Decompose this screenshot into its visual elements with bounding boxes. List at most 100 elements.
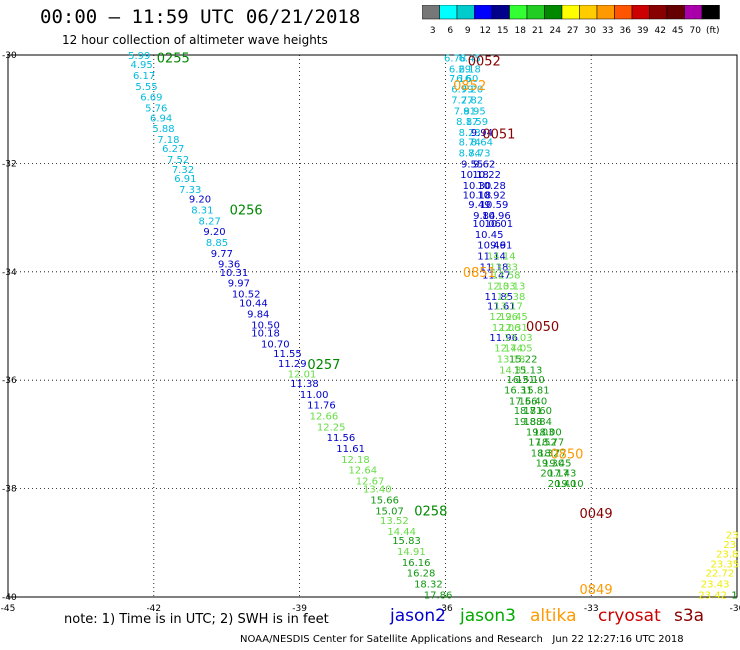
- wave-height-label: 10.06: [472, 219, 501, 230]
- wave-height-label: 9.20: [203, 227, 225, 238]
- wave-height-label: 16.31: [504, 385, 533, 396]
- wave-height-label: 9.55: [461, 159, 483, 170]
- footer-credit: NOAA/NESDIS Center for Satellite Applica…: [240, 634, 543, 645]
- wave-height-label: 10.31: [220, 268, 249, 279]
- wave-height-label: 10.70: [261, 339, 290, 350]
- wave-height-label: 6.99: [451, 85, 473, 96]
- pass-label: 0052: [468, 54, 501, 69]
- wave-height-label: 8.64: [471, 138, 493, 149]
- wave-height-label: 11.47: [482, 271, 511, 282]
- wave-height-label: 8.31: [191, 205, 213, 216]
- scale-label: 39: [637, 26, 649, 36]
- pass-label: 0849: [580, 583, 613, 598]
- wave-height-label: 14.91: [397, 547, 426, 558]
- scale-swatch: [701, 5, 720, 20]
- wave-height-label: 18.77: [538, 448, 567, 459]
- pass-label: 0851: [463, 266, 496, 281]
- wave-height-label: 11.85: [485, 292, 514, 303]
- x-tick-label: -42: [146, 604, 161, 614]
- color-scale: 3 6 9 12 15 18 21 24 27 30 33 36 39 42 45 70 (ft): [422, 5, 720, 36]
- wave-height-label: 8.27: [199, 216, 221, 227]
- wave-height-label: 16.31: [506, 375, 535, 386]
- page-subtitle: 12 hour collection of altimeter wave hei…: [62, 33, 328, 47]
- wave-height-label: 22.72: [706, 569, 735, 580]
- wave-height-label: 7.16: [449, 74, 471, 85]
- wave-height-label: 23.43: [701, 579, 730, 590]
- wave-height-label: 14.14: [487, 252, 516, 263]
- wave-height-label: 17.52: [528, 437, 557, 448]
- wave-height-label: 10.44: [239, 299, 268, 310]
- scale-label: 36: [620, 26, 632, 36]
- wave-height-label: 7.33: [179, 185, 201, 196]
- wave-height-label: 11.61: [487, 301, 516, 312]
- scale-label: (ft): [706, 26, 720, 36]
- wave-height-label: 6.94: [150, 113, 172, 124]
- wave-height-label: 5.76: [145, 104, 167, 115]
- wave-height-label: 1: [731, 590, 737, 601]
- wave-height-label: 12.06: [492, 323, 521, 334]
- wave-height-label: 20.40: [548, 479, 577, 490]
- scale-label: 21: [532, 26, 543, 36]
- wave-height-label: 10.59: [480, 200, 509, 211]
- wave-height-label: 16.16: [402, 558, 431, 569]
- wave-height-label: 18.84: [523, 417, 552, 428]
- legend-jason2: jason2: [390, 606, 446, 626]
- wave-height-label: 4.95: [131, 60, 153, 71]
- y-tick-label: -30: [2, 51, 17, 61]
- y-tick-label: -32: [2, 159, 17, 169]
- scale-label: 33: [602, 26, 613, 36]
- wave-height-label: 23: [726, 531, 739, 542]
- scale-label: 12: [480, 26, 491, 36]
- wave-height-label: 11.14: [477, 252, 506, 263]
- pass-label: 0258: [414, 504, 447, 519]
- wave-height-label: 9.36: [218, 260, 240, 271]
- scale-label: 3: [430, 26, 436, 36]
- wave-height-label: 9.97: [228, 279, 250, 290]
- wave-height-label: 11.00: [300, 390, 329, 401]
- wave-height-label: 5.55: [135, 82, 157, 93]
- wave-height-label: 8.74: [459, 149, 481, 160]
- wave-height-label: 8.85: [206, 238, 228, 249]
- wave-height-label: 10.92: [477, 190, 506, 201]
- wave-height-label: 8.17: [456, 117, 478, 128]
- wave-height-label: 6.78: [444, 54, 466, 65]
- wave-height-label: 17.43: [548, 468, 577, 479]
- wave-height-label: 11.96: [489, 333, 518, 344]
- wave-height-label: 23: [723, 540, 736, 551]
- wave-height-label: 6.60: [456, 74, 478, 85]
- x-tick-label: -30: [730, 604, 740, 614]
- wave-height-label: 10.50: [251, 320, 280, 331]
- scale-label: 15: [497, 26, 508, 36]
- wave-height-label: 9.49: [468, 200, 490, 211]
- scale-label: 45: [672, 26, 683, 36]
- wave-height-label: 18.32: [531, 448, 560, 459]
- wave-height-label: 15.81: [521, 385, 550, 396]
- wave-height-label: 11.29: [278, 359, 307, 370]
- wave-height-label: 6.91: [174, 174, 196, 185]
- wave-height-label: 12.74: [494, 344, 523, 355]
- pass-label: 0257: [307, 358, 340, 373]
- wave-height-label: 8.95: [463, 106, 485, 117]
- legend-cryosat: cryosat: [598, 606, 661, 626]
- wave-height-label: 18.71: [514, 406, 543, 417]
- wave-height-label: 13.40: [363, 485, 392, 496]
- wave-height-label: 19.10: [555, 479, 584, 490]
- wave-height-label: 7.27: [451, 95, 473, 106]
- wave-height-label: 10.18: [460, 170, 489, 181]
- y-tick-label: -40: [2, 593, 17, 603]
- wave-height-label: 15.66: [370, 495, 399, 506]
- wave-height-label: 18.00: [533, 428, 562, 439]
- wave-height-label: 10.22: [472, 170, 501, 181]
- scale-label: 42: [655, 26, 666, 36]
- x-tick-label: -45: [1, 604, 16, 614]
- wave-height-label: 7.32: [172, 165, 194, 176]
- wave-height-label: 8.23: [459, 128, 481, 139]
- wave-height-label: 15.13: [514, 365, 543, 376]
- wave-height-label: 18.32: [414, 579, 443, 590]
- wave-height-label: 9.62: [473, 159, 495, 170]
- wave-height-label: 11.55: [273, 349, 302, 360]
- wave-height-label: 6.17: [133, 71, 155, 82]
- scale-label: 30: [585, 26, 597, 36]
- wave-height-label: 9.20: [189, 195, 211, 206]
